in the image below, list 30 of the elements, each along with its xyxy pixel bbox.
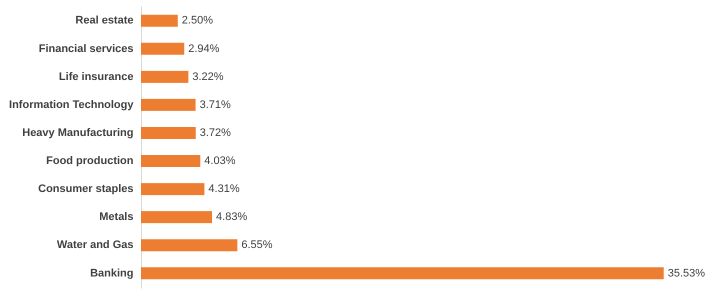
data-label: 6.55% <box>241 239 273 252</box>
data-label: 3.22% <box>192 70 224 83</box>
bar <box>141 211 212 224</box>
data-label: 3.72% <box>200 126 232 139</box>
data-label: 2.94% <box>188 42 220 55</box>
y-tick-label: Food production <box>46 155 134 168</box>
data-label: 4.83% <box>216 211 248 224</box>
y-tick-label: Heavy Manufacturing <box>22 126 134 139</box>
y-tick-label: Information Technology <box>9 98 134 111</box>
data-label: 4.31% <box>208 183 240 196</box>
y-tick-label: Life insurance <box>58 70 134 83</box>
bar <box>141 155 200 168</box>
data-label: 35.53% <box>668 267 706 280</box>
y-tick-label: Financial services <box>38 42 134 55</box>
y-tick-label: Consumer staples <box>38 183 134 196</box>
data-label: 4.03% <box>204 155 236 168</box>
data-label: 3.71% <box>200 98 231 111</box>
data-label: 2.50% <box>182 14 214 27</box>
y-tick-label: Water and Gas <box>56 239 134 252</box>
bar <box>141 98 196 111</box>
bar <box>141 42 184 55</box>
y-tick-label: Real estate <box>75 14 134 27</box>
bar <box>141 14 178 27</box>
bar <box>141 126 196 139</box>
y-tick-label: Banking <box>90 267 134 280</box>
bar <box>141 239 238 252</box>
bar <box>141 70 188 83</box>
bar <box>141 183 204 196</box>
bar <box>141 267 664 280</box>
y-tick-label: Metals <box>99 211 134 224</box>
